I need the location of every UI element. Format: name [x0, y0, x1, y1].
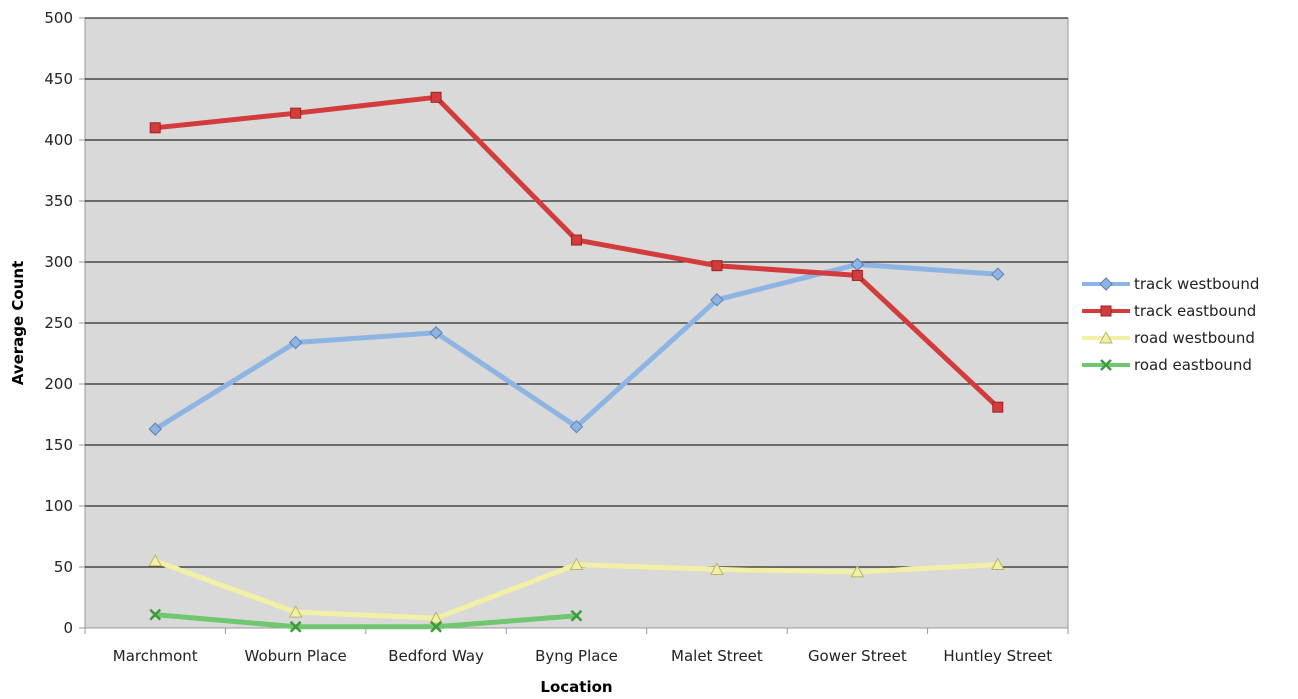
- data-point-track-westbound: [148, 422, 162, 436]
- y-tick-label: 150: [44, 436, 73, 454]
- data-point-track-eastbound: [149, 122, 161, 134]
- x-tick-label: Gower Street: [808, 647, 907, 665]
- data-point-track-eastbound: [290, 107, 302, 119]
- x-tick-label: Byng Place: [535, 647, 618, 665]
- series-line-road-eastbound: [152, 612, 579, 630]
- y-tick-label: 350: [44, 192, 73, 210]
- data-point-track-eastbound: [992, 401, 1004, 413]
- data-point-road-westbound: [990, 557, 1005, 571]
- y-tick-label: 50: [54, 558, 73, 576]
- data-point-road-westbound: [148, 553, 163, 567]
- x-tick-label: Marchmont: [113, 647, 198, 665]
- y-tick-label: 500: [44, 9, 73, 27]
- x-axis-title: Location: [540, 678, 612, 695]
- legend-label-track-westbound: track westbound: [1134, 275, 1259, 293]
- data-point-road-eastbound: [149, 608, 162, 621]
- data-point-track-eastbound: [430, 91, 442, 103]
- data-point-track-westbound: [569, 419, 584, 434]
- legend-marker-road-eastbound: [1100, 359, 1112, 371]
- y-tick-label: 200: [44, 375, 73, 393]
- data-point-road-eastbound: [289, 620, 302, 633]
- data-point-road-westbound: [569, 557, 584, 571]
- x-tick-label: Woburn Place: [245, 647, 347, 665]
- data-point-road-eastbound: [430, 620, 442, 633]
- data-point-track-eastbound: [571, 234, 582, 246]
- legend-label-road-eastbound: road eastbound: [1134, 356, 1252, 374]
- data-point-road-westbound: [850, 564, 865, 578]
- data-point-track-eastbound: [711, 260, 723, 272]
- data-point-road-westbound: [429, 611, 443, 624]
- x-tick-label: Malet Street: [671, 647, 763, 665]
- y-tick-label: 100: [44, 497, 73, 515]
- legend-marker-track-eastbound: [1100, 305, 1112, 317]
- data-point-road-westbound: [288, 605, 303, 618]
- data-point-road-westbound: [710, 562, 724, 575]
- y-tick-label: 450: [44, 70, 73, 88]
- y-tick-label: 300: [44, 253, 73, 271]
- legend-marker-road-westbound: [1099, 330, 1113, 344]
- x-tick-label: Bedford Way: [388, 647, 484, 665]
- data-point-track-westbound: [710, 293, 724, 307]
- y-axis-title: Average Count: [9, 261, 27, 386]
- data-point-track-eastbound: [851, 269, 863, 281]
- y-tick-label: 0: [63, 619, 73, 637]
- data-point-road-eastbound: [570, 609, 583, 622]
- legend-label-road-westbound: road westbound: [1134, 329, 1255, 347]
- y-tick-label: 400: [44, 131, 73, 149]
- legend-label-track-eastbound: track eastbound: [1134, 302, 1256, 320]
- legend-marker-track-westbound: [1099, 277, 1113, 291]
- data-point-track-westbound: [429, 326, 443, 340]
- data-point-track-westbound: [991, 267, 1005, 281]
- x-tick-label: Huntley Street: [943, 647, 1052, 665]
- data-point-track-westbound: [288, 335, 303, 350]
- y-tick-label: 250: [44, 314, 73, 332]
